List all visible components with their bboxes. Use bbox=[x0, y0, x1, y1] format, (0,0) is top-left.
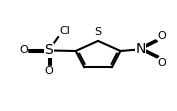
Text: Cl: Cl bbox=[59, 26, 70, 36]
Text: S: S bbox=[44, 43, 53, 57]
Text: O: O bbox=[19, 45, 28, 55]
Text: O: O bbox=[158, 31, 167, 41]
Text: S: S bbox=[95, 27, 102, 37]
Text: O: O bbox=[44, 66, 53, 76]
Text: N: N bbox=[135, 42, 146, 56]
Text: O: O bbox=[158, 58, 167, 68]
